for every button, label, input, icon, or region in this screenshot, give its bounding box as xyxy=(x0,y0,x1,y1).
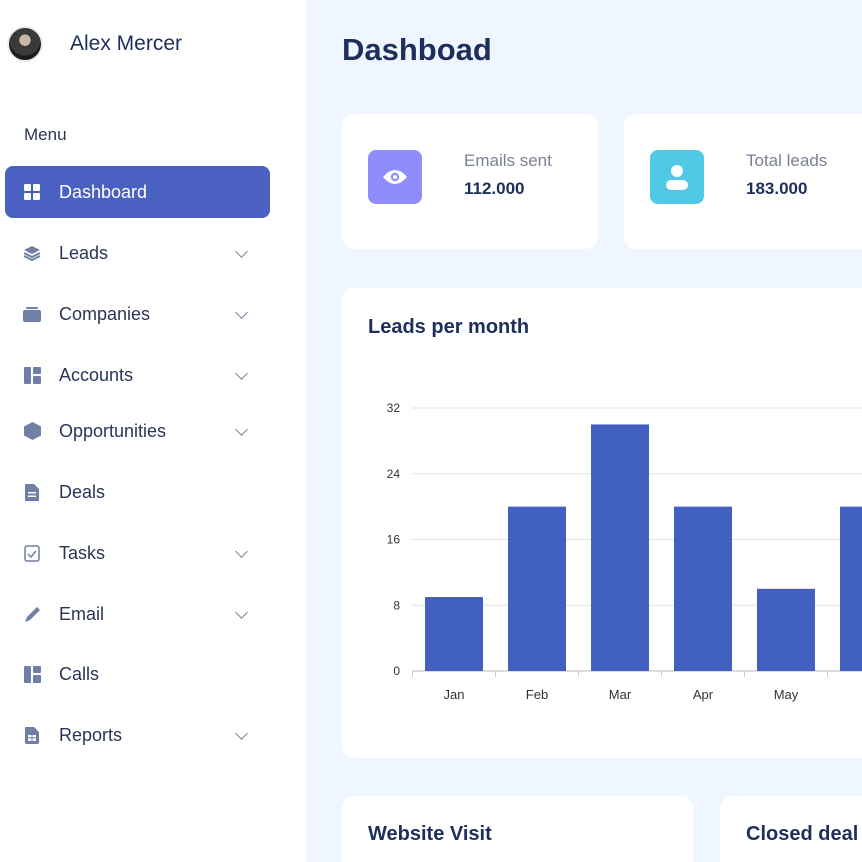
briefcase-icon xyxy=(23,305,41,323)
chevron-down-icon[interactable] xyxy=(235,306,248,319)
user-icon xyxy=(650,150,704,204)
chart-card: Leads per month 08162432JanFebMarAprMayJ xyxy=(342,288,862,758)
layers-icon xyxy=(23,244,41,262)
layout-icon xyxy=(23,366,41,384)
sidebar-item-email[interactable]: Email xyxy=(5,588,270,640)
chevron-down-icon[interactable] xyxy=(235,606,248,619)
pen-icon xyxy=(23,605,41,623)
sidebar-item-leads[interactable]: Leads xyxy=(5,227,270,279)
sidebar-item-label: Reports xyxy=(59,724,123,745)
stat-value: 112.000 xyxy=(464,179,525,198)
eye-icon xyxy=(368,150,422,204)
sidebar-item-tasks[interactable]: Tasks xyxy=(5,527,270,579)
sidebar: Alex Mercer Menu Dashboard Leads Compani… xyxy=(0,0,306,862)
sidebar-item-calls[interactable]: Calls xyxy=(5,648,270,700)
bar[interactable] xyxy=(591,424,649,671)
sidebar-item-opportunities[interactable]: Opportunities xyxy=(5,405,270,457)
chevron-down-icon[interactable] xyxy=(235,423,248,436)
layout-icon xyxy=(23,665,41,683)
card-title: Website Visit xyxy=(368,823,492,845)
sidebar-item-label: Tasks xyxy=(59,542,106,563)
x-tick-label: Apr xyxy=(693,687,714,702)
profile-name: Alex Mercer xyxy=(70,32,183,55)
chevron-down-icon[interactable] xyxy=(235,545,248,558)
sidebar-item-label: Deals xyxy=(59,481,106,502)
chevron-down-icon[interactable] xyxy=(235,245,248,258)
sidebar-item-label: Companies xyxy=(59,303,151,324)
stat-label: Total leads xyxy=(746,151,828,170)
sidebar-item-label: Email xyxy=(59,603,105,624)
bar[interactable] xyxy=(674,506,732,671)
bar[interactable] xyxy=(840,506,862,671)
page-title: Dashboad xyxy=(342,32,492,67)
menu-label: Menu xyxy=(24,125,67,144)
y-tick-label: 24 xyxy=(387,467,401,481)
x-tick-label: Jan xyxy=(444,687,465,702)
checklist-icon xyxy=(23,544,41,562)
x-tick-label: May xyxy=(774,687,799,702)
bar[interactable] xyxy=(757,588,815,671)
stat-value: 183.000 xyxy=(746,179,808,198)
chevron-down-icon[interactable] xyxy=(235,727,248,740)
chart-title: Leads per month xyxy=(368,316,530,338)
x-tick-label: Mar xyxy=(609,687,632,702)
closed-deal-card: Closed deal xyxy=(720,796,862,862)
sidebar-item-label: Leads xyxy=(59,242,109,263)
stat-label: Emails sent xyxy=(464,151,552,170)
y-tick-label: 0 xyxy=(393,664,400,678)
sidebar-item-label: Dashboard xyxy=(59,181,148,202)
avatar[interactable] xyxy=(7,26,43,62)
sidebar-item-reports[interactable]: Reports xyxy=(5,709,270,761)
sidebar-item-companies[interactable]: Companies xyxy=(5,288,270,340)
grid-icon xyxy=(23,183,41,201)
sidebar-item-label: Accounts xyxy=(59,364,134,385)
stat-card-leads: Total leads 183.000 xyxy=(624,114,862,249)
bar[interactable] xyxy=(425,597,483,671)
sidebar-item-deals[interactable]: Deals xyxy=(5,466,270,518)
hexagon-icon xyxy=(23,422,41,440)
y-tick-label: 8 xyxy=(393,598,400,612)
user-profile[interactable]: Alex Mercer xyxy=(7,26,182,62)
x-tick-label: Feb xyxy=(526,687,548,702)
y-tick-label: 32 xyxy=(387,401,401,415)
bar[interactable] xyxy=(508,506,566,671)
document-icon xyxy=(23,483,41,501)
bar-chart: 08162432JanFebMarAprMayJ xyxy=(387,401,862,702)
stat-card-emails: Emails sent 112.000 xyxy=(342,114,598,249)
sidebar-item-label: Calls xyxy=(59,663,100,684)
sidebar-item-accounts[interactable]: Accounts xyxy=(5,349,270,401)
website-visit-card: Website Visit xyxy=(342,796,693,862)
chevron-down-icon[interactable] xyxy=(235,367,248,380)
sidebar-item-dashboard[interactable]: Dashboard xyxy=(5,166,270,218)
sidebar-item-label: Opportunities xyxy=(59,420,167,441)
spreadsheet-icon xyxy=(23,726,41,744)
y-tick-label: 16 xyxy=(387,533,401,547)
card-title: Closed deal xyxy=(746,823,859,845)
